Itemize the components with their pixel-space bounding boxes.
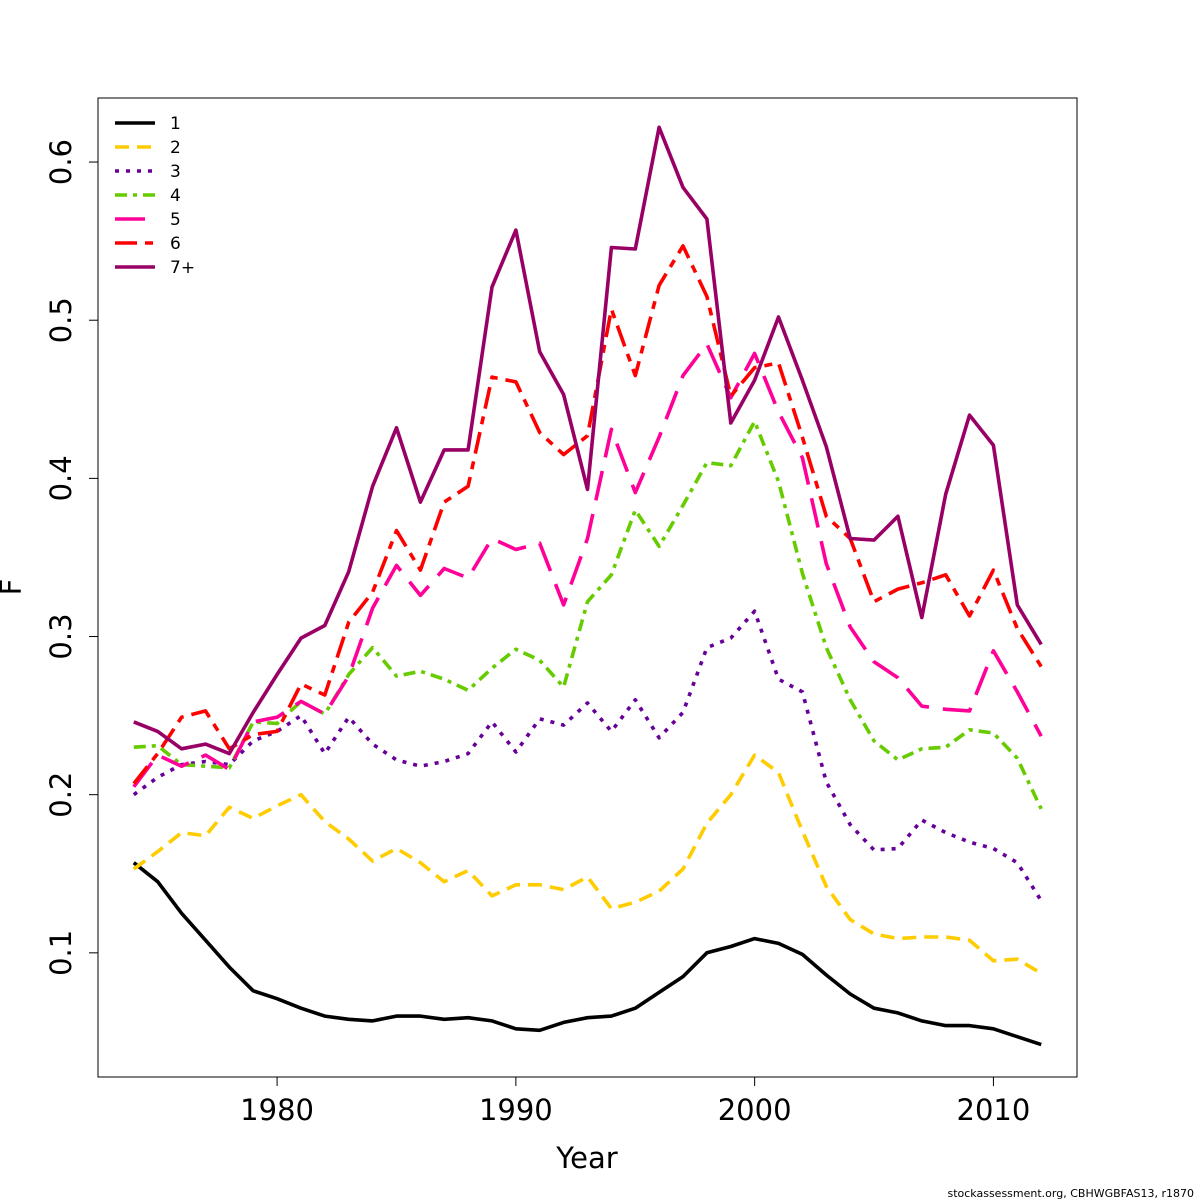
x-tick-label: 1980 xyxy=(240,1093,314,1127)
y-tick-label: 0.1 xyxy=(44,930,78,976)
y-tick-label: 0.6 xyxy=(44,139,78,185)
y-tick-label: 0.4 xyxy=(44,455,78,501)
x-axis: 1980 1990 2000 2010 xyxy=(240,1077,1030,1127)
series-line-2 xyxy=(132,753,1043,975)
y-tick-label: 0.2 xyxy=(44,772,78,818)
y-tick-label: 0.3 xyxy=(44,613,78,659)
plot-frame xyxy=(97,97,1078,1078)
x-tick-label: 2010 xyxy=(957,1093,1031,1127)
x-tick-label: 2000 xyxy=(718,1093,792,1127)
series-line-6 xyxy=(132,244,1043,785)
legend: 1 2 3 4 5 6 7+ xyxy=(115,114,195,278)
legend-label: 1 xyxy=(170,114,181,134)
y-tick-label: 0.5 xyxy=(44,297,78,343)
y-axis: 0.1 0.2 0.3 0.4 0.5 0.6 xyxy=(44,139,98,976)
legend-label: 2 xyxy=(170,138,181,158)
x-axis-label: Year xyxy=(555,1141,617,1175)
series-lines xyxy=(132,125,1043,1047)
legend-label: 7+ xyxy=(170,258,195,278)
legend-label: 4 xyxy=(170,186,181,206)
y-axis-label: F xyxy=(0,579,28,596)
x-tick-label: 1990 xyxy=(479,1093,553,1127)
series-line-5 xyxy=(132,342,1043,788)
series-line-3 xyxy=(132,609,1043,902)
legend-label: 6 xyxy=(170,234,181,254)
series-line-1 xyxy=(132,861,1042,1047)
legend-label: 3 xyxy=(170,162,181,182)
source-annotation: stockassessment.org, CBHWGBFAS13, r1870 xyxy=(947,1187,1194,1200)
series-line-7 xyxy=(133,125,1043,756)
legend-label: 5 xyxy=(170,210,181,230)
